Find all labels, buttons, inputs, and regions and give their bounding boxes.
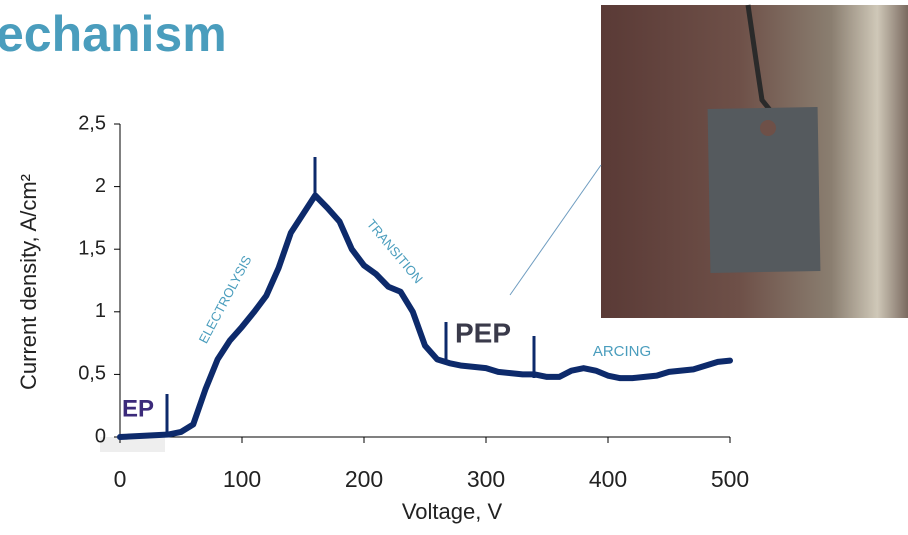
y-tick-label: 1,5 xyxy=(78,237,106,259)
y-tick-label: 0 xyxy=(95,425,106,447)
y-tick-label: 2,5 xyxy=(78,112,106,134)
annotation: PEP xyxy=(455,317,511,348)
x-tick-label: 200 xyxy=(345,466,383,492)
annotation: TRANSITION xyxy=(364,216,426,286)
annotation: ELECTROLYSIS xyxy=(196,253,255,346)
photo xyxy=(601,5,908,318)
y-tick-label: 2 xyxy=(95,175,106,197)
page: echanism Voltage, V Current density, A/c… xyxy=(0,0,908,530)
callout-line xyxy=(510,165,601,295)
y-axis-label: Current density, A/cm² xyxy=(16,174,41,390)
x-tick-label: 500 xyxy=(711,466,749,492)
slide: echanism Voltage, V Current density, A/c… xyxy=(0,0,908,530)
annotation: EP xyxy=(122,395,154,422)
x-tick-label: 400 xyxy=(589,466,627,492)
x-axis-label: Voltage, V xyxy=(402,499,503,524)
slide-title: echanism xyxy=(0,6,227,62)
x-tick-label: 100 xyxy=(223,466,261,492)
annotation: ARCING xyxy=(593,343,651,360)
x-tick-label: 300 xyxy=(467,466,505,492)
y-tick-label: 0,5 xyxy=(78,363,106,385)
x-tick-label: 0 xyxy=(114,466,127,492)
y-tick-label: 1 xyxy=(95,300,106,322)
